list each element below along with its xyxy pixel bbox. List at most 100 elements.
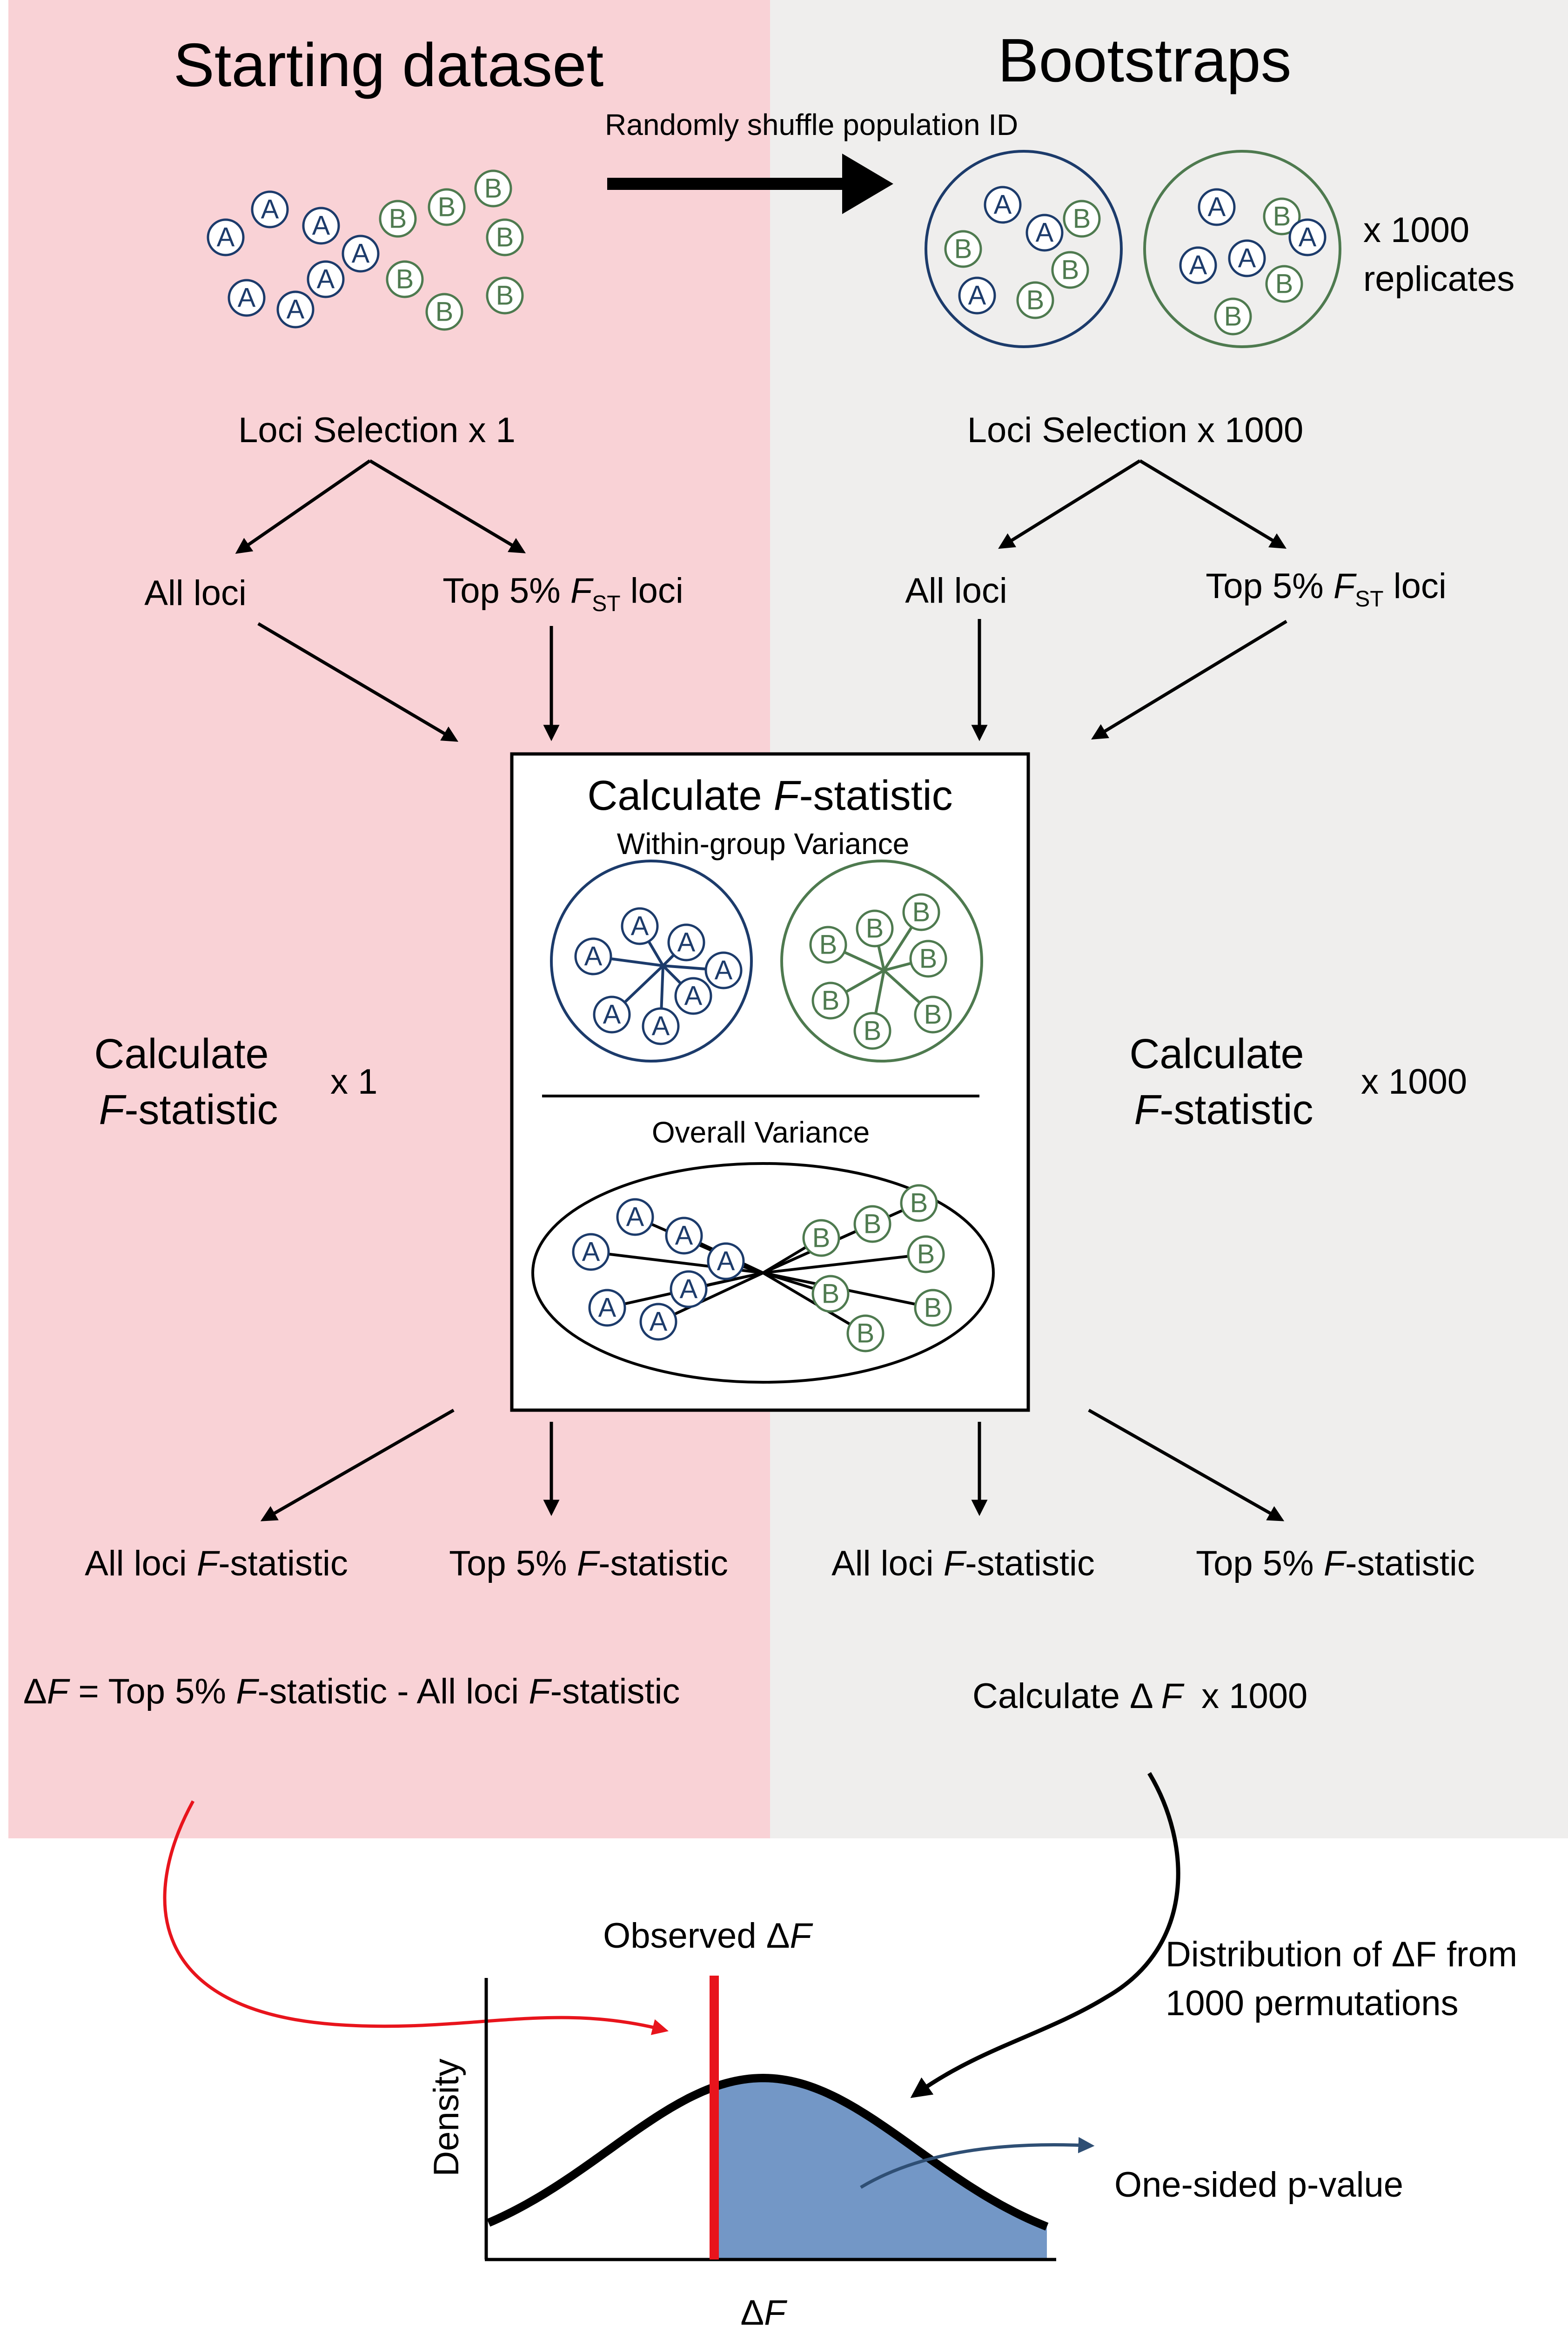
node-b: B <box>802 1219 840 1257</box>
bootstrap-nodes: A B A B A B B A B A A A B B <box>944 186 1327 336</box>
within-group-b-circle <box>780 860 983 1063</box>
left-calculate-line-2: F-statistic <box>99 1087 278 1133</box>
svg-text:B: B <box>496 222 514 253</box>
bootstraps-title: Bootstraps <box>998 26 1292 94</box>
svg-text:A: A <box>1238 243 1256 274</box>
node-a: A <box>639 1303 677 1341</box>
svg-text:B: B <box>924 1293 942 1323</box>
pvalue-pointer-arrow <box>860 2137 1095 2189</box>
node-b: B <box>1016 281 1054 319</box>
svg-text:B: B <box>1061 255 1079 285</box>
svg-text:A: A <box>968 281 986 311</box>
svg-text:A: A <box>217 222 235 253</box>
delta-f-formula: ΔF = Top 5% F-statistic - All loci F-sta… <box>23 1672 680 1711</box>
svg-text:A: A <box>675 1221 693 1251</box>
svg-text:A: A <box>317 264 335 295</box>
right-calculate-line-2: F-statistic <box>1134 1087 1313 1133</box>
node-b: B <box>853 1012 891 1050</box>
svg-text:A: A <box>584 942 603 972</box>
node-b: B <box>811 1275 850 1313</box>
svg-text:A: A <box>598 1293 616 1323</box>
overall-variance-label: Overall Variance <box>652 1116 870 1149</box>
density-axis-label: Density <box>427 2058 466 2176</box>
svg-text:A: A <box>680 1274 698 1305</box>
density-plot: Density ΔF One-sided p-value <box>427 1976 1403 2327</box>
node-a: A <box>674 977 712 1015</box>
node-a: A <box>588 1289 626 1327</box>
right-loci-selection: Loci Selection x 1000 <box>967 410 1303 450</box>
svg-text:B: B <box>857 1318 875 1349</box>
delta-f-axis-label: ΔF <box>740 2293 787 2327</box>
within-group-a-circle <box>550 860 753 1063</box>
left-all-to-box-arrow <box>257 622 459 742</box>
bootstrap-group-1 <box>925 150 1123 348</box>
node-a: A <box>1198 188 1236 226</box>
node-a: A <box>984 186 1022 224</box>
svg-text:B: B <box>1275 269 1293 299</box>
svg-text:B: B <box>1224 302 1242 332</box>
svg-text:B: B <box>438 192 456 222</box>
svg-text:A: A <box>1299 222 1317 253</box>
node-a: A <box>621 907 659 945</box>
node-b: B <box>811 982 850 1020</box>
node-b: B <box>909 940 947 978</box>
node-a: A <box>572 1233 610 1271</box>
svg-text:B: B <box>954 234 972 264</box>
one-sided-pvalue-label: One-sided p-value <box>1114 2165 1403 2205</box>
density-curve <box>487 2073 1049 2231</box>
node-a: A <box>1025 214 1064 252</box>
node-b: B <box>386 260 424 298</box>
right-top5-f-statistic: Top 5% F-statistic <box>1196 1544 1475 1583</box>
out-arrow-right-top <box>1088 1408 1285 1521</box>
node-a: A <box>307 260 345 298</box>
svg-text:B: B <box>396 264 414 295</box>
node-b: B <box>914 995 952 1034</box>
left-split-arrow-top <box>369 459 526 553</box>
node-a: A <box>1288 218 1327 256</box>
within-group-a-nodes: A A A A A A A <box>574 907 743 1045</box>
node-b: B <box>1051 251 1089 289</box>
distribution-line-1: Distribution of ΔF from <box>1166 1935 1517 1974</box>
node-a: A <box>704 951 743 989</box>
svg-text:A: A <box>652 1011 670 1042</box>
svg-text:A: A <box>684 981 703 1011</box>
node-a: A <box>642 1007 680 1045</box>
node-a: A <box>207 218 245 256</box>
svg-text:A: A <box>603 1000 621 1030</box>
node-b: B <box>900 1184 938 1222</box>
svg-text:B: B <box>822 986 840 1016</box>
node-b: B <box>914 1289 952 1327</box>
node-b: B <box>856 909 894 948</box>
left-calculate-line-1: Calculate <box>94 1031 268 1077</box>
svg-text:A: A <box>1189 250 1207 281</box>
node-b: B <box>1265 265 1303 303</box>
svg-text:B: B <box>496 281 514 311</box>
svg-text:B: B <box>819 930 838 960</box>
svg-text:B: B <box>917 1239 935 1270</box>
left-top5-f-statistic: Top 5% F-statistic <box>449 1544 728 1583</box>
node-a: A <box>593 995 631 1034</box>
node-a: A <box>958 276 996 315</box>
node-b: B <box>846 1314 885 1352</box>
node-b: B <box>486 276 524 315</box>
observed-delta-f-label: Observed ΔF <box>603 1916 813 1956</box>
svg-text:B: B <box>1026 285 1045 316</box>
node-a: A <box>276 290 315 329</box>
right-split-arrow-all <box>998 459 1141 549</box>
right-top5-fst: Top 5% FST loci <box>1206 566 1447 612</box>
node-a: A <box>251 190 289 229</box>
left-top5-fst: Top 5% FST loci <box>442 571 683 616</box>
starting-nodes: A A A A A A A B B B B B B B <box>207 169 524 331</box>
node-b: B <box>944 230 982 268</box>
svg-text:A: A <box>238 283 256 313</box>
svg-text:A: A <box>626 1202 644 1232</box>
svg-text:B: B <box>864 1209 882 1239</box>
right-split-arrow-top <box>1139 459 1287 549</box>
left-all-loci: All loci <box>144 573 247 613</box>
shuffle-label: Randomly shuffle population ID <box>605 108 1018 141</box>
svg-text:B: B <box>912 897 931 928</box>
node-a: A <box>302 207 340 245</box>
svg-text:A: A <box>717 1246 735 1277</box>
svg-text:A: A <box>994 190 1012 220</box>
node-a: A <box>342 235 380 273</box>
